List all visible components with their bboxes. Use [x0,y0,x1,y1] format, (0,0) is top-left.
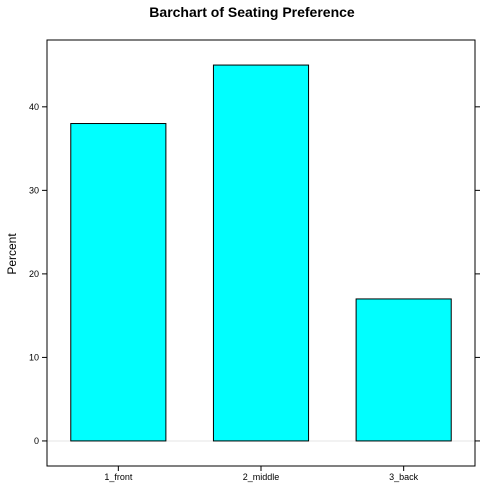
axes: 1_front 2_middle 3_back 0 10 20 30 40 [29,102,480,482]
y-tick-label: 0 [34,436,39,446]
y-tick-label: 10 [29,352,39,362]
chart-title: Barchart of Seating Preference [149,4,355,20]
y-tick-label: 20 [29,269,39,279]
bars [70,64,452,442]
x-tick-label: 1_front [104,472,133,482]
x-tick-label: 3_back [389,472,419,482]
bar-3_back [355,298,452,442]
bar-2_middle [212,64,310,442]
x-tick-label: 2_middle [243,472,280,482]
plot-frame [46,39,476,467]
y-tick-label: 30 [29,185,39,195]
y-axis-label: Percent [5,233,19,275]
bar-1_front [70,123,167,442]
y-tick-label: 40 [29,102,39,112]
